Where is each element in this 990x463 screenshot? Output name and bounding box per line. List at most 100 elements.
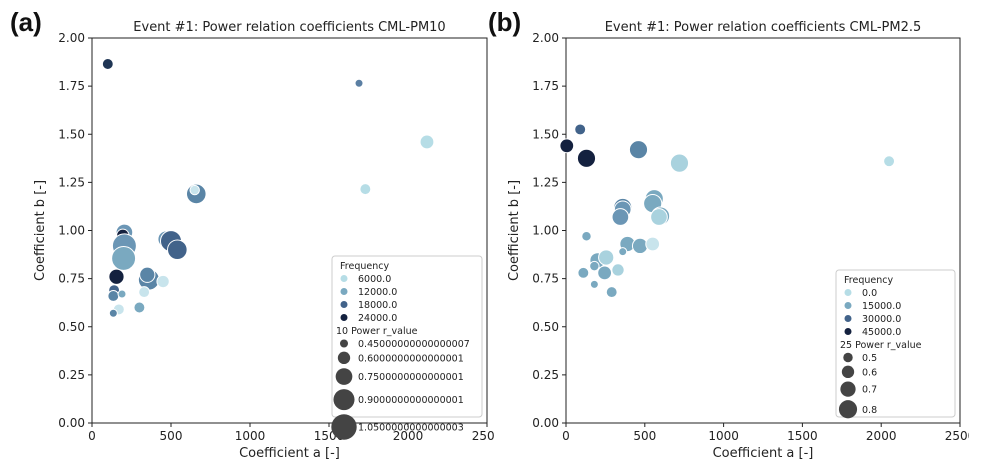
chart-title: Event #1: Power relation coefficients CM…	[133, 20, 445, 35]
legend-hue-marker	[844, 328, 852, 335]
data-point	[576, 148, 597, 168]
data-point	[101, 58, 114, 70]
y-tick-label: 0.50	[58, 320, 85, 334]
data-point	[139, 266, 156, 283]
x-tick-label: 500	[633, 429, 656, 443]
legend-size-marker	[337, 351, 351, 365]
legend-hue-marker	[340, 301, 348, 308]
data-point	[611, 263, 625, 277]
data-point	[138, 286, 151, 299]
x-axis-label: Coefficient a [-]	[239, 446, 340, 459]
x-tick-label: 500	[160, 429, 183, 443]
y-tick-label: 0.00	[58, 416, 85, 430]
legend-hue-marker	[340, 314, 348, 321]
data-point	[167, 239, 188, 261]
data-point	[589, 279, 599, 289]
x-tick-label: 0	[88, 429, 96, 443]
legend: Frequency 6000.0 12000.0 18000.0 24000.0 10 P…	[331, 255, 483, 440]
legend-size-label: 0.8	[862, 405, 877, 416]
legend-size-marker	[840, 381, 856, 397]
legend-hue-label: 15000.0	[862, 301, 901, 312]
y-tick-label: 2.00	[532, 31, 559, 45]
y-tick-label: 1.25	[532, 175, 559, 189]
legend-size-title: 25 Power r_value	[840, 340, 922, 351]
data-point	[108, 308, 118, 318]
legend-hue-title: Frequency	[844, 275, 893, 286]
legend-hue-label: 0.0	[862, 288, 877, 299]
data-points	[559, 123, 896, 299]
legend-hue-label: 24000.0	[358, 313, 397, 324]
data-point	[631, 237, 649, 255]
data-point	[117, 289, 127, 299]
data-point	[577, 266, 590, 279]
legend-size-label: 1.0500000000000003	[358, 423, 464, 434]
legend-size-label: 0.5	[862, 353, 877, 364]
x-axis-label: Coefficient a [-]	[713, 446, 814, 459]
y-tick-label: 1.00	[532, 224, 559, 238]
legend-hue-label: 30000.0	[862, 314, 901, 325]
x-tick-label: 2000	[866, 429, 897, 443]
legend-size-marker	[331, 414, 357, 440]
legend-size-marker	[843, 352, 853, 363]
y-tick-label: 0.75	[532, 272, 559, 286]
legend-size-label: 0.6000000000000001	[358, 353, 464, 364]
legend-hue-marker	[844, 289, 852, 296]
y-tick-label: 0.25	[532, 368, 559, 382]
data-point	[189, 184, 200, 196]
data-point	[359, 183, 372, 196]
data-point	[669, 153, 690, 173]
legend-size-marker	[335, 368, 353, 385]
legend-hue-marker	[844, 315, 852, 322]
data-point	[605, 286, 618, 299]
data-point	[111, 245, 137, 271]
data-point	[618, 247, 628, 257]
y-tick-label: 1.75	[532, 79, 559, 93]
y-tick-label: 1.75	[58, 79, 85, 93]
legend-size-label: 0.9000000000000001	[358, 395, 464, 406]
legend-hue-label: 45000.0	[862, 327, 901, 338]
data-point	[645, 236, 661, 252]
legend-hue-marker	[340, 288, 348, 295]
legend-size-marker	[841, 365, 855, 379]
x-tick-label: 1000	[708, 429, 739, 443]
data-point	[108, 268, 125, 285]
y-tick-label: 0.25	[58, 368, 85, 382]
legend-size-label: 0.7	[862, 385, 877, 396]
data-point	[628, 140, 649, 160]
data-point	[133, 301, 146, 314]
y-tick-label: 2.00	[58, 31, 85, 45]
data-points	[101, 58, 435, 318]
legend-hue-marker	[844, 302, 852, 309]
x-tick-label: 1000	[235, 429, 266, 443]
legend-hue-marker	[340, 275, 348, 282]
y-axis-label: Coefficient b [-]	[33, 180, 48, 281]
data-point	[597, 265, 613, 281]
legend-box	[331, 255, 483, 418]
chart-panel-b: (b) Event #1: Power relation coefficients…	[474, 0, 975, 461]
data-point	[650, 208, 668, 226]
data-point	[156, 274, 170, 289]
legend-size-label: 0.45000000000000007	[358, 339, 470, 350]
y-tick-label: 0.50	[532, 320, 559, 334]
scatter-chart-b: (b) Event #1: Power relation coefficients…	[488, 7, 975, 461]
legend-size-title: 10 Power r_value	[336, 326, 418, 337]
data-point	[611, 208, 630, 226]
data-point	[598, 249, 615, 266]
legend-size-marker	[333, 389, 355, 411]
y-tick-label: 0.00	[532, 416, 559, 430]
data-point	[354, 78, 364, 88]
legend-size-marker	[838, 400, 858, 419]
x-tick-label: 0	[562, 429, 570, 443]
legend-hue-label: 18000.0	[358, 300, 397, 311]
legend: Frequency 0.0 15000.0 30000.0 45000.0 25 Powe…	[835, 269, 956, 419]
legend-hue-title: Frequency	[340, 261, 389, 272]
x-tick-label: 2500	[945, 429, 969, 443]
data-point	[107, 290, 120, 302]
legend-hue-label: 6000.0	[358, 274, 391, 285]
data-point	[574, 123, 587, 136]
panel-label: (b)	[488, 7, 521, 37]
legend-size-label: 0.7500000000000001	[358, 372, 464, 383]
y-tick-label: 1.00	[58, 224, 85, 238]
y-axis-label: Coefficient b [-]	[507, 180, 522, 281]
data-point	[419, 134, 435, 150]
